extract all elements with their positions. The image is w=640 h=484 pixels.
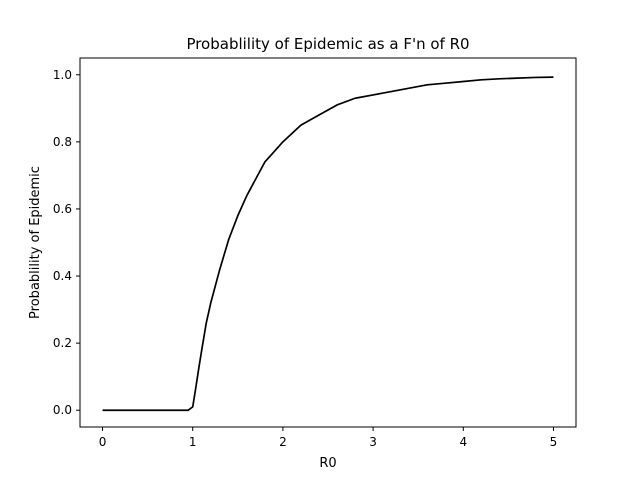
x-tick-label: 5 xyxy=(550,435,558,449)
x-axis-label: R0 xyxy=(319,456,336,471)
y-tick-label: 0.4 xyxy=(53,269,72,283)
x-tick-label: 1 xyxy=(189,435,197,449)
y-tick-label: 1.0 xyxy=(53,68,72,82)
series-layer xyxy=(102,76,554,412)
x-tick-label: 3 xyxy=(369,435,377,449)
y-tick-label: 0.2 xyxy=(53,336,72,350)
y-tick-label: 0.6 xyxy=(53,202,72,216)
x-axis-ticks: 0 1 2 3 4 5 xyxy=(99,427,558,449)
y-axis-ticks: 0.0 0.2 0.4 0.6 0.8 1.0 xyxy=(53,68,80,417)
y-tick-label: 0.0 xyxy=(53,403,72,417)
plot-area-frame xyxy=(79,57,577,428)
x-tick-label: 0 xyxy=(99,435,107,449)
y-axis-label: Probablility of Epidemic xyxy=(28,166,43,319)
y-tick-label: 0.8 xyxy=(53,135,72,149)
series-line-epidemic-probability xyxy=(102,76,554,412)
x-tick-label: 2 xyxy=(279,435,287,449)
x-tick-label: 4 xyxy=(459,435,467,449)
chart-title: Probablility of Epidemic as a F'n of R0 xyxy=(186,35,469,53)
